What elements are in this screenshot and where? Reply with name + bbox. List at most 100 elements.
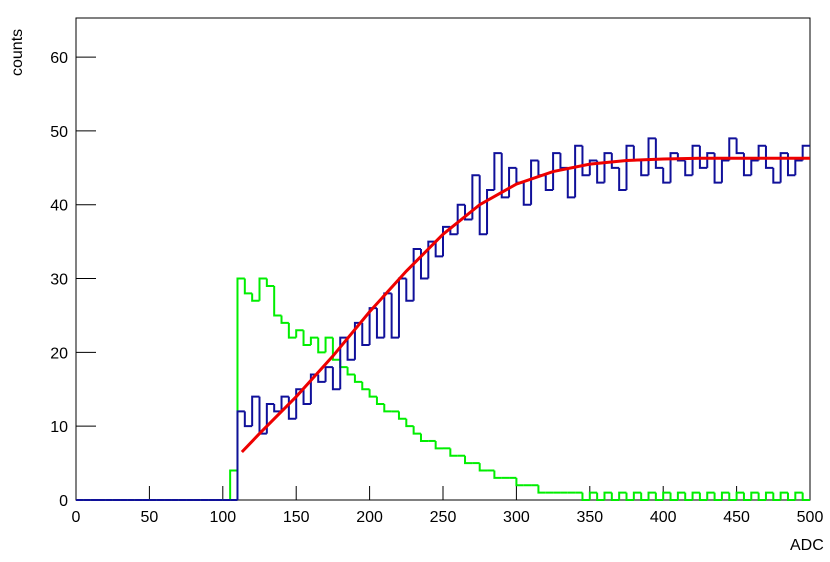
histogram-bin bbox=[654, 138, 664, 169]
histogram-bin bbox=[544, 175, 554, 191]
histogram-bin bbox=[375, 396, 385, 406]
y-tick-label: 60 bbox=[50, 50, 68, 67]
x-tick-label: 50 bbox=[141, 509, 159, 526]
histogram-bin bbox=[346, 367, 355, 376]
histogram-bin bbox=[735, 138, 744, 155]
histogram-bin bbox=[493, 470, 502, 479]
histogram-bin bbox=[801, 144, 810, 161]
fit-curve bbox=[240, 156, 810, 454]
histogram-bin bbox=[449, 448, 458, 457]
histogram-bin bbox=[236, 410, 245, 500]
histogram-bin bbox=[265, 403, 275, 434]
histogram-bin bbox=[324, 366, 333, 382]
histogram-bin bbox=[728, 492, 737, 501]
histogram-bin bbox=[229, 469, 238, 500]
y-tick-label: 20 bbox=[50, 345, 68, 362]
y-tick-label: 40 bbox=[50, 198, 68, 215]
histogram-bin bbox=[346, 337, 355, 361]
histogram-bin bbox=[317, 337, 326, 354]
x-tick-label: 450 bbox=[723, 509, 750, 526]
histogram-bin bbox=[530, 159, 539, 205]
histogram-bin bbox=[662, 167, 671, 184]
histogram-bin bbox=[750, 491, 759, 500]
histogram-bin bbox=[331, 367, 341, 391]
histogram-bin bbox=[478, 175, 488, 236]
histogram-bin bbox=[456, 203, 466, 235]
histogram-bin bbox=[331, 337, 341, 361]
histogram-bin bbox=[434, 241, 443, 258]
histogram-bin bbox=[603, 152, 612, 183]
histogram-bin bbox=[779, 491, 788, 500]
histogram-bin bbox=[698, 492, 708, 501]
histogram-bin bbox=[243, 278, 253, 295]
histogram-bin bbox=[640, 492, 649, 501]
histogram-bin bbox=[772, 167, 781, 184]
histogram-bin bbox=[500, 153, 510, 199]
histogram-bin bbox=[786, 153, 796, 177]
x-axis-label: ADC bbox=[790, 537, 824, 554]
histogram-bin bbox=[515, 477, 524, 487]
histogram-bin bbox=[713, 153, 722, 184]
histogram-bin bbox=[610, 153, 620, 169]
histogram-bin bbox=[427, 240, 436, 279]
histogram-bin bbox=[493, 152, 502, 190]
histogram-bin bbox=[434, 440, 443, 450]
histogram-bin bbox=[317, 374, 326, 383]
histogram-bin bbox=[596, 492, 605, 501]
histogram-bin bbox=[273, 404, 282, 413]
histogram-bin bbox=[720, 491, 730, 500]
histogram-bin bbox=[464, 204, 473, 221]
histogram-bin bbox=[412, 426, 421, 435]
histogram-bin bbox=[625, 144, 634, 190]
histogram-bin bbox=[588, 491, 598, 500]
histogram-bin bbox=[537, 485, 546, 494]
histogram-bin bbox=[383, 292, 392, 338]
histogram-bin bbox=[742, 492, 752, 501]
histogram-bin bbox=[251, 293, 260, 302]
histogram-bin bbox=[419, 249, 429, 280]
x-tick-label: 500 bbox=[797, 509, 824, 526]
histogram-bin bbox=[786, 492, 796, 501]
histogram-bin bbox=[280, 315, 289, 324]
histogram-bin bbox=[757, 144, 766, 161]
histogram-bin bbox=[654, 492, 664, 501]
histogram-bin bbox=[691, 144, 700, 176]
histogram-bin bbox=[684, 492, 693, 501]
histogram-bin bbox=[280, 395, 289, 412]
y-axis-label: counts bbox=[9, 29, 26, 76]
histogram-bin bbox=[339, 336, 348, 390]
histogram-bin bbox=[508, 166, 517, 198]
histogram-bin bbox=[735, 491, 744, 500]
histogram-bin bbox=[243, 411, 253, 428]
histogram-bin bbox=[397, 411, 407, 420]
histogram-bin bbox=[442, 225, 451, 257]
histogram-bin bbox=[794, 159, 803, 176]
plot-frame bbox=[75, 17, 811, 501]
histogram-bin bbox=[618, 491, 627, 500]
histogram-bin bbox=[353, 374, 363, 383]
histogram-bin bbox=[618, 167, 627, 191]
x-tick-label: 250 bbox=[430, 509, 457, 526]
x-tick-label: 0 bbox=[72, 509, 81, 526]
histogram-bin bbox=[368, 307, 377, 345]
histogram-bin bbox=[632, 491, 642, 500]
histogram-bin bbox=[684, 160, 693, 177]
histogram-bin bbox=[464, 455, 473, 465]
histogram-bin bbox=[757, 492, 766, 501]
histogram-bin bbox=[742, 153, 752, 177]
x-tick-label: 400 bbox=[650, 509, 677, 526]
histogram-bin bbox=[801, 492, 810, 501]
histogram-bin bbox=[603, 491, 612, 500]
histogram-bin bbox=[676, 491, 686, 500]
y-tick-label: 10 bbox=[50, 419, 68, 436]
histogram-bin bbox=[647, 137, 656, 176]
histogram-bin bbox=[596, 160, 605, 184]
histogram-bin bbox=[669, 152, 678, 183]
histogram-bin bbox=[405, 418, 414, 428]
histogram-bin bbox=[522, 182, 532, 206]
y-tick-label: 50 bbox=[50, 124, 68, 141]
histogram-bin bbox=[640, 160, 649, 177]
histogram-bin bbox=[486, 188, 495, 235]
histogram-bin bbox=[581, 145, 590, 177]
